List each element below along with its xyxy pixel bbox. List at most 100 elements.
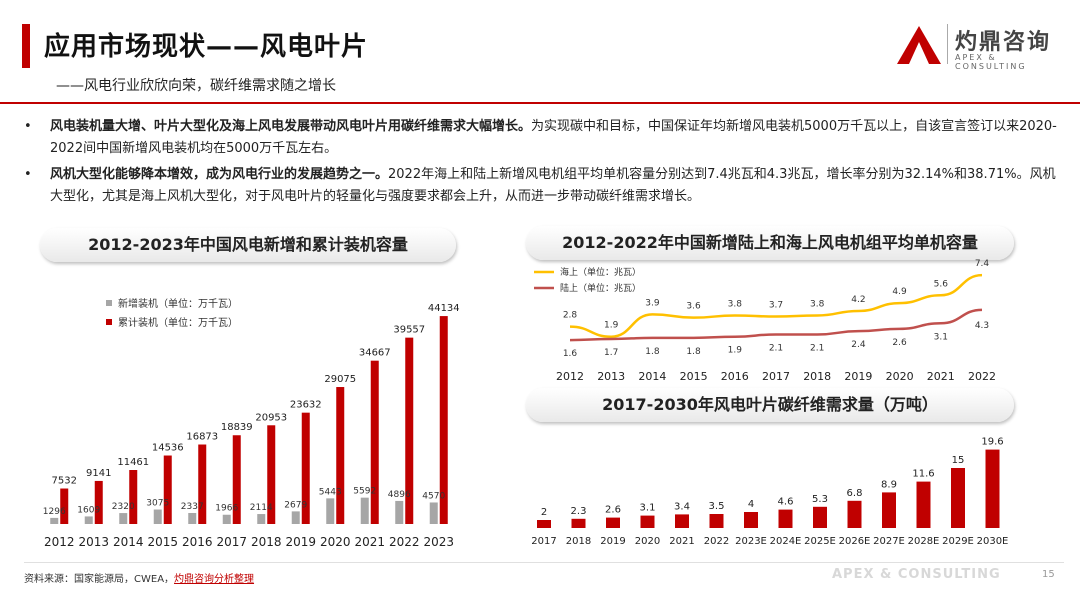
legend-label-new: 新增装机（单位：万千瓦） [118,297,238,310]
logo-subtext: APEX & CONSULTING [955,53,1027,71]
bar-demand-2017 [537,520,551,528]
label-onshore-2021: 3.1 [934,332,948,342]
xtick-2023: 2023 [423,535,454,549]
label-new-2022: 4896 [388,490,411,500]
label-onshore-2017: 2.1 [769,343,783,353]
page-title: 应用市场现状——风电叶片 [44,32,369,62]
xtick-2019: 2019 [844,370,872,383]
bar-demand-2022 [709,514,724,528]
bullet-list: • 风电装机量大增、叶片大型化及海上风电发展带动风电叶片用碳纤维需求大幅增长。为… [24,116,1064,212]
source-highlight: 灼鼎咨询分析整理 [174,574,255,585]
bar-new-2020 [326,498,335,524]
label-new-2020: 5443 [319,487,342,497]
legend-label-offshore: 海上（单位：兆瓦） [560,266,641,278]
xtick-2020: 2020 [886,370,914,383]
label-demand-2020: 3.1 [640,503,656,514]
xtick-2027E: 2027E [873,536,905,547]
label-offshore-2017: 3.7 [769,301,783,311]
label-offshore-2022: 7.4 [975,259,990,269]
legend-label-onshore: 陆上（单位：兆瓦） [560,282,641,294]
label-offshore-2016: 3.8 [728,299,743,309]
label-onshore-2018: 2.1 [810,343,824,353]
label-new-2015: 3075 [146,499,169,509]
label-new-2019: 2679 [284,500,307,510]
xtick-2013: 2013 [78,535,109,549]
xtick-2018: 2018 [251,535,282,549]
xtick-2017: 2017 [216,535,247,549]
label-new-2012: 1296 [43,507,66,517]
bullet-dot-icon: • [24,167,32,182]
bar-new-2016 [188,512,197,524]
xtick-2015: 2015 [680,370,708,383]
bar-cumulative-2016 [198,444,207,524]
bullet-item: • 风机大型化能够降本增效，成为风电行业的发展趋势之一。2022年海上和陆上新增… [24,164,1064,208]
label-cumulative-2021: 34667 [359,348,391,359]
xtick-2029E: 2029E [942,536,974,547]
bar-cumulative-2018 [267,425,276,524]
label-onshore-2020: 2.6 [892,338,907,348]
label-cumulative-2013: 9141 [86,468,111,479]
label-demand-2018: 2.3 [571,506,587,517]
bar-demand-2019 [606,517,620,528]
bar-cumulative-2015 [163,455,172,524]
bar-cumulative-2013 [94,480,103,524]
bar-new-2012 [50,517,59,524]
label-demand-2030E: 19.6 [981,437,1003,448]
header-divider [0,102,1080,104]
footer-brand: APEX & CONSULTING [832,567,1001,582]
xtick-2022: 2022 [968,370,996,383]
logo-divider [947,24,948,64]
xtick-2014: 2014 [638,370,666,383]
bar-demand-2026E [847,500,862,528]
xtick-2021: 2021 [927,370,955,383]
label-demand-2019: 2.6 [605,505,621,516]
bar-cumulative-2012 [60,488,69,524]
xtick-2030E: 2030E [977,536,1009,547]
bullet-bold: 风电装机量大增、叶片大型化及海上风电发展带动风电叶片用碳纤维需求大幅增长。 [50,119,532,134]
xtick-2012: 2012 [44,535,75,549]
xtick-2028E: 2028E [908,536,940,547]
xtick-2021: 2021 [669,536,694,547]
bar-demand-2027E [882,492,896,528]
label-onshore-2016: 1.9 [728,346,743,356]
label-demand-2029E: 15 [952,455,965,466]
label-demand-2025E: 5.3 [812,494,828,505]
bar-cumulative-2019 [301,412,310,524]
xtick-2021: 2021 [354,535,385,549]
xtick-2017: 2017 [531,536,556,547]
bar-demand-2024E [778,509,793,528]
bar-demand-2030E [985,449,1000,528]
label-offshore-2020: 4.9 [892,287,907,297]
bar-demand-2025E [813,506,827,528]
xtick-2016: 2016 [182,535,213,549]
label-offshore-2021: 5.6 [934,279,949,289]
bullet-item: • 风电装机量大增、叶片大型化及海上风电发展带动风电叶片用碳纤维需求大幅增长。为… [24,116,1064,160]
bar-demand-2023E [744,512,758,528]
footer-divider [24,562,1064,563]
label-demand-2024E: 4.6 [778,497,794,508]
logo-triangle-icon [897,26,941,64]
xtick-2025E: 2025E [804,536,836,547]
label-cumulative-2014: 11461 [117,457,149,468]
xtick-2022: 2022 [704,536,729,547]
source-note: 资料来源：国家能源局，CWEA，灼鼎咨询分析整理 [24,570,254,585]
legend-swatch-cumulative [106,319,112,325]
bar-cumulative-2023 [439,316,448,524]
label-onshore-2022: 4.3 [975,321,989,331]
bar-new-2018 [257,514,266,524]
label-offshore-2019: 4.2 [851,295,865,305]
label-new-2013: 1609 [77,505,100,515]
xtick-2015: 2015 [147,535,178,549]
bar-new-2013 [84,516,93,524]
bar-demand-2029E [951,468,965,528]
label-onshore-2019: 2.4 [851,340,866,350]
bar-demand-2018 [571,518,586,528]
label-new-2018: 2114 [250,503,273,513]
bar-cumulative-2017 [232,435,241,524]
bar-new-2019 [291,511,300,524]
label-onshore-2013: 1.7 [604,348,618,358]
source-prefix: 资料来源：国家能源局，CWEA， [24,574,175,585]
unit-capacity-line-chart: 海上（单位：兆瓦） 陆上（单位：兆瓦） 2.8 1.9 3.9 3.6 3.8 3.7 3.8 4… [534,259,996,383]
label-onshore-2015: 1.8 [686,347,701,357]
bar-new-2017 [222,514,231,524]
